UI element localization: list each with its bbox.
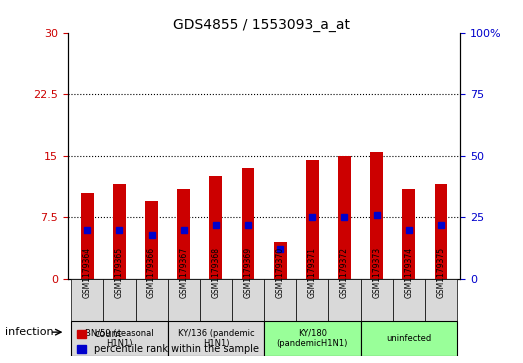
Bar xyxy=(177,188,190,279)
Text: GSM1179368: GSM1179368 xyxy=(211,248,220,298)
Bar xyxy=(81,193,94,279)
Text: GSM1179366: GSM1179366 xyxy=(147,247,156,298)
Text: uninfected: uninfected xyxy=(386,334,431,343)
FancyBboxPatch shape xyxy=(360,321,457,356)
FancyBboxPatch shape xyxy=(425,279,457,321)
Text: GSM1179374: GSM1179374 xyxy=(404,247,413,298)
Bar xyxy=(370,152,383,279)
Bar xyxy=(209,176,222,279)
Text: GSM1179373: GSM1179373 xyxy=(372,247,381,298)
Text: GSM1179371: GSM1179371 xyxy=(308,248,317,298)
Text: BN/59 (seasonal
H1N1): BN/59 (seasonal H1N1) xyxy=(85,329,154,348)
FancyBboxPatch shape xyxy=(200,279,232,321)
FancyBboxPatch shape xyxy=(360,279,393,321)
Legend: count, percentile rank within the sample: count, percentile rank within the sample xyxy=(73,326,263,358)
FancyBboxPatch shape xyxy=(393,279,425,321)
Text: GSM1179365: GSM1179365 xyxy=(115,247,124,298)
Text: KY/180
(pandemicH1N1): KY/180 (pandemicH1N1) xyxy=(277,329,348,348)
Bar xyxy=(402,188,415,279)
Text: KY/136 (pandemic
H1N1): KY/136 (pandemic H1N1) xyxy=(178,329,254,348)
Text: GSM1179372: GSM1179372 xyxy=(340,248,349,298)
Bar xyxy=(338,156,351,279)
FancyBboxPatch shape xyxy=(135,279,168,321)
FancyBboxPatch shape xyxy=(104,279,135,321)
Bar xyxy=(145,201,158,279)
Text: GSM1179375: GSM1179375 xyxy=(437,247,446,298)
Text: GSM1179367: GSM1179367 xyxy=(179,247,188,298)
Text: infection: infection xyxy=(5,327,54,337)
FancyBboxPatch shape xyxy=(296,279,328,321)
FancyBboxPatch shape xyxy=(232,279,264,321)
Bar xyxy=(113,184,126,279)
Bar xyxy=(242,168,255,279)
Bar xyxy=(435,184,447,279)
FancyBboxPatch shape xyxy=(168,279,200,321)
FancyBboxPatch shape xyxy=(168,321,264,356)
FancyBboxPatch shape xyxy=(71,321,168,356)
FancyBboxPatch shape xyxy=(71,279,104,321)
Text: GDS4855 / 1553093_a_at: GDS4855 / 1553093_a_at xyxy=(173,18,350,32)
Text: GSM1179369: GSM1179369 xyxy=(244,247,253,298)
FancyBboxPatch shape xyxy=(264,321,360,356)
FancyBboxPatch shape xyxy=(328,279,360,321)
Bar xyxy=(306,160,319,279)
FancyBboxPatch shape xyxy=(264,279,296,321)
Bar xyxy=(274,242,287,279)
Text: GSM1179364: GSM1179364 xyxy=(83,247,92,298)
Text: GSM1179370: GSM1179370 xyxy=(276,247,285,298)
